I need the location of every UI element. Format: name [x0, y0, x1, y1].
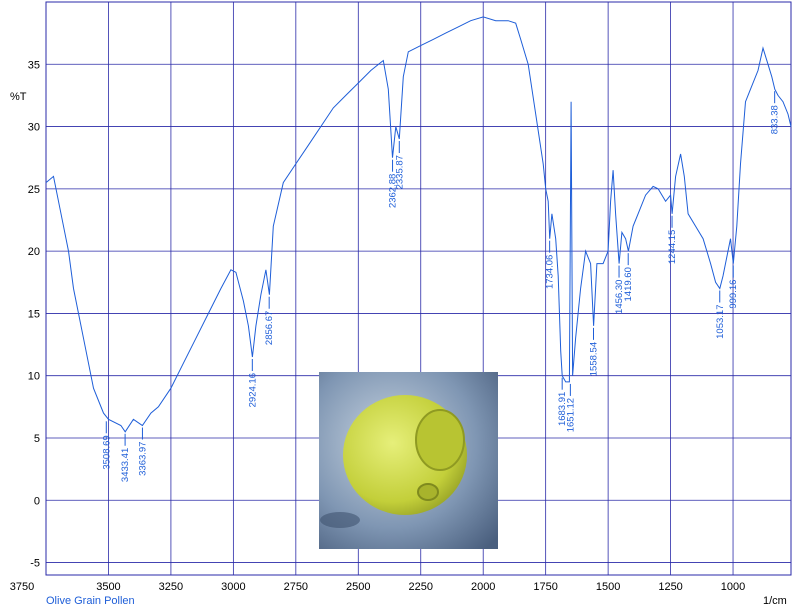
- y-tick-label: 25: [28, 184, 40, 196]
- peak-label: 1558.54: [588, 342, 599, 376]
- x-tick-label: 2250: [409, 581, 433, 593]
- peak-label: 833.38: [770, 105, 781, 134]
- peak-label: 3363.97: [137, 442, 148, 476]
- x-tick-label: 1750: [533, 581, 557, 593]
- y-axis-label: %T: [10, 91, 27, 103]
- page: %T Olive Grain Pollen 1/cm -5 0 5 10 15 20 25 3…: [0, 0, 793, 608]
- y-tick-label: 30: [28, 122, 40, 134]
- peak-label: 1419.60: [623, 267, 634, 301]
- pollen-photo: [319, 372, 498, 549]
- x-tick-label: 1250: [658, 581, 682, 593]
- x-tick-label: 3250: [159, 581, 183, 593]
- y-tick-label: -5: [30, 558, 40, 570]
- x-axis-label: 1/cm: [763, 595, 787, 607]
- peak-label: 2856.67: [264, 311, 275, 345]
- peak-label: 1053.17: [715, 305, 726, 339]
- y-tick-label: 15: [28, 308, 40, 320]
- x-tick-label: 2000: [471, 581, 495, 593]
- x-tick-label: 2500: [346, 581, 370, 593]
- y-tick-label: 35: [28, 59, 40, 71]
- x-tick-label: 1000: [721, 581, 745, 593]
- x-tick-label: 3500: [96, 581, 120, 593]
- x-tick-label: 1500: [596, 581, 620, 593]
- y-tick-label: 20: [28, 246, 40, 258]
- peak-label: 3433.41: [120, 448, 131, 482]
- peak-label: 999.16: [728, 280, 739, 309]
- y-tick-label: 0: [34, 495, 40, 507]
- spectrum-line: [46, 17, 791, 432]
- x-tick-label: 3750: [10, 581, 34, 593]
- peak-label: 1244.15: [667, 230, 678, 264]
- peak-label: 1734.06: [545, 255, 556, 289]
- x-tick-label: 2750: [284, 581, 308, 593]
- peak-label: 2335.87: [394, 155, 405, 189]
- peak-label: 1651.12: [565, 398, 576, 432]
- chart: %T Olive Grain Pollen 1/cm -5 0 5 10 15 20 25 3…: [0, 0, 793, 608]
- peak-label: 3508.69: [101, 435, 112, 469]
- y-tick-label: 10: [28, 371, 40, 383]
- chart-title: Olive Grain Pollen: [46, 595, 135, 607]
- y-tick-label: 5: [34, 433, 40, 445]
- peak-label: 2924.16: [247, 373, 258, 407]
- x-tick-label: 3000: [221, 581, 245, 593]
